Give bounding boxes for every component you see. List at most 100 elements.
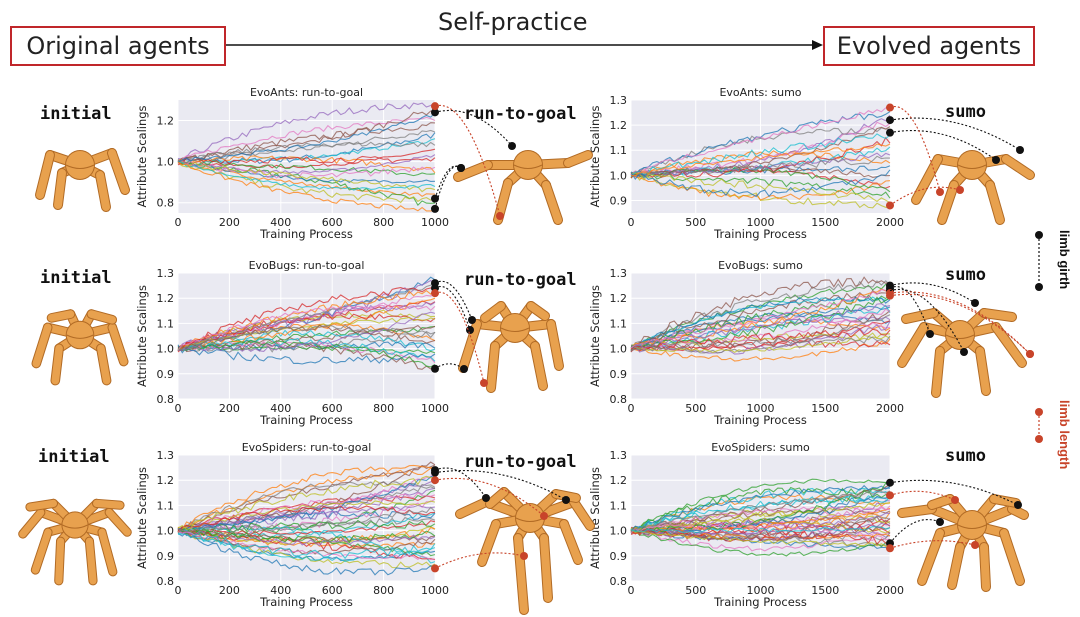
series-line xyxy=(630,152,891,177)
limb xyxy=(1002,155,1034,179)
series-line xyxy=(177,304,436,351)
x-tick-label: 200 xyxy=(219,584,240,597)
limb xyxy=(990,495,1020,507)
x-tick-label: 1000 xyxy=(421,216,449,229)
y-tick-label: 0.8 xyxy=(157,393,175,406)
series-line xyxy=(630,333,891,354)
limb xyxy=(92,499,124,509)
series-line xyxy=(177,160,436,191)
limb xyxy=(51,344,63,385)
initial-label-bugs: initial xyxy=(40,268,112,288)
y-tick-label: 1.3 xyxy=(157,449,175,462)
connector-line xyxy=(889,479,1019,506)
agent-attachment-dot xyxy=(992,156,1000,164)
x-axis-label: Training Process xyxy=(259,413,353,427)
x-tick-label: 1000 xyxy=(747,216,775,229)
series-line xyxy=(177,138,436,164)
series-line xyxy=(630,490,891,533)
x-tick-label: 400 xyxy=(270,402,291,415)
series-line xyxy=(630,276,891,352)
legend-length-dot-top xyxy=(1035,408,1043,416)
series-line xyxy=(630,328,891,350)
y-tick-label: 0.9 xyxy=(157,550,175,563)
series-line xyxy=(630,526,891,533)
rtg-label-spiders: run-to-goal xyxy=(464,452,577,472)
limb xyxy=(486,488,508,508)
limb xyxy=(97,344,111,385)
limb xyxy=(108,149,129,194)
x-tick-label: 200 xyxy=(219,216,240,229)
series-line xyxy=(630,335,891,352)
evolved-agents-label: Evolved agents xyxy=(836,32,1022,60)
y-tick-label: 1.1 xyxy=(610,144,628,157)
connector-line xyxy=(434,109,513,147)
chart-title: EvoBugs: sumo xyxy=(718,259,803,272)
series-line xyxy=(630,484,891,532)
series-line xyxy=(177,110,436,163)
series-line xyxy=(630,155,891,178)
connector-line xyxy=(434,165,462,199)
connector-line xyxy=(434,467,487,499)
y-tick-label: 0.9 xyxy=(157,368,175,381)
x-tick-label: 1500 xyxy=(811,584,839,597)
connector-line xyxy=(889,288,965,353)
limb xyxy=(547,320,563,370)
y-axis-label: Attribute Scalings xyxy=(135,467,149,569)
legend-girth-dot-top xyxy=(1035,231,1043,239)
x-axis-label: Training Process xyxy=(713,595,807,609)
series-line xyxy=(630,283,891,350)
limb xyxy=(976,347,990,395)
limb xyxy=(54,169,66,209)
connector-line xyxy=(434,291,485,384)
chart-title: EvoAnts: sumo xyxy=(719,86,801,99)
limb xyxy=(980,309,1016,321)
series-line xyxy=(177,530,436,561)
torso xyxy=(62,512,88,538)
legend-length-dot-bottom xyxy=(1035,435,1043,443)
x-tick-label: 400 xyxy=(270,584,291,597)
x-tick-label: 1000 xyxy=(747,584,775,597)
x-tick-label: 2000 xyxy=(876,216,904,229)
limb xyxy=(542,181,562,224)
limb xyxy=(19,508,45,538)
limb xyxy=(564,151,592,167)
series-line xyxy=(178,313,436,351)
x-axis-label: Training Process xyxy=(259,227,353,241)
y-axis-label: Attribute Scalings xyxy=(135,285,149,387)
series-line xyxy=(630,528,891,557)
y-tick-label: 0.9 xyxy=(610,550,628,563)
torso-seam xyxy=(945,334,975,339)
sumo-label-spiders: sumo xyxy=(945,446,986,466)
limb xyxy=(459,320,481,372)
x-tick-label: 600 xyxy=(322,216,343,229)
legend-girth-dot-bottom xyxy=(1035,283,1043,291)
limb xyxy=(32,323,52,368)
series-line xyxy=(630,172,891,201)
series-line xyxy=(177,528,436,544)
series-line xyxy=(177,464,436,532)
series-line xyxy=(177,505,436,533)
series-line xyxy=(177,339,436,368)
limb xyxy=(948,543,964,589)
series-line xyxy=(630,505,891,531)
x-tick-label: 1000 xyxy=(421,402,449,415)
series-line xyxy=(177,533,436,560)
limb xyxy=(986,181,1004,224)
y-tick-label: 1.2 xyxy=(610,119,628,132)
x-tick-label: 800 xyxy=(373,402,394,415)
self-practice-title: Self-practice xyxy=(438,8,588,36)
limb xyxy=(87,310,117,324)
limb xyxy=(992,323,1026,367)
torso xyxy=(946,321,974,349)
series-line xyxy=(177,464,436,533)
agent-attachment-dot xyxy=(466,326,474,334)
agent-attachment-dot xyxy=(960,348,968,356)
x-tick-label: 600 xyxy=(322,584,343,597)
agent-attachment-dot xyxy=(460,365,468,373)
series-line xyxy=(177,531,436,562)
connector-line xyxy=(434,104,501,217)
agent-attachment-dot xyxy=(562,496,570,504)
torso-seam xyxy=(500,327,530,332)
series-line xyxy=(177,161,435,212)
